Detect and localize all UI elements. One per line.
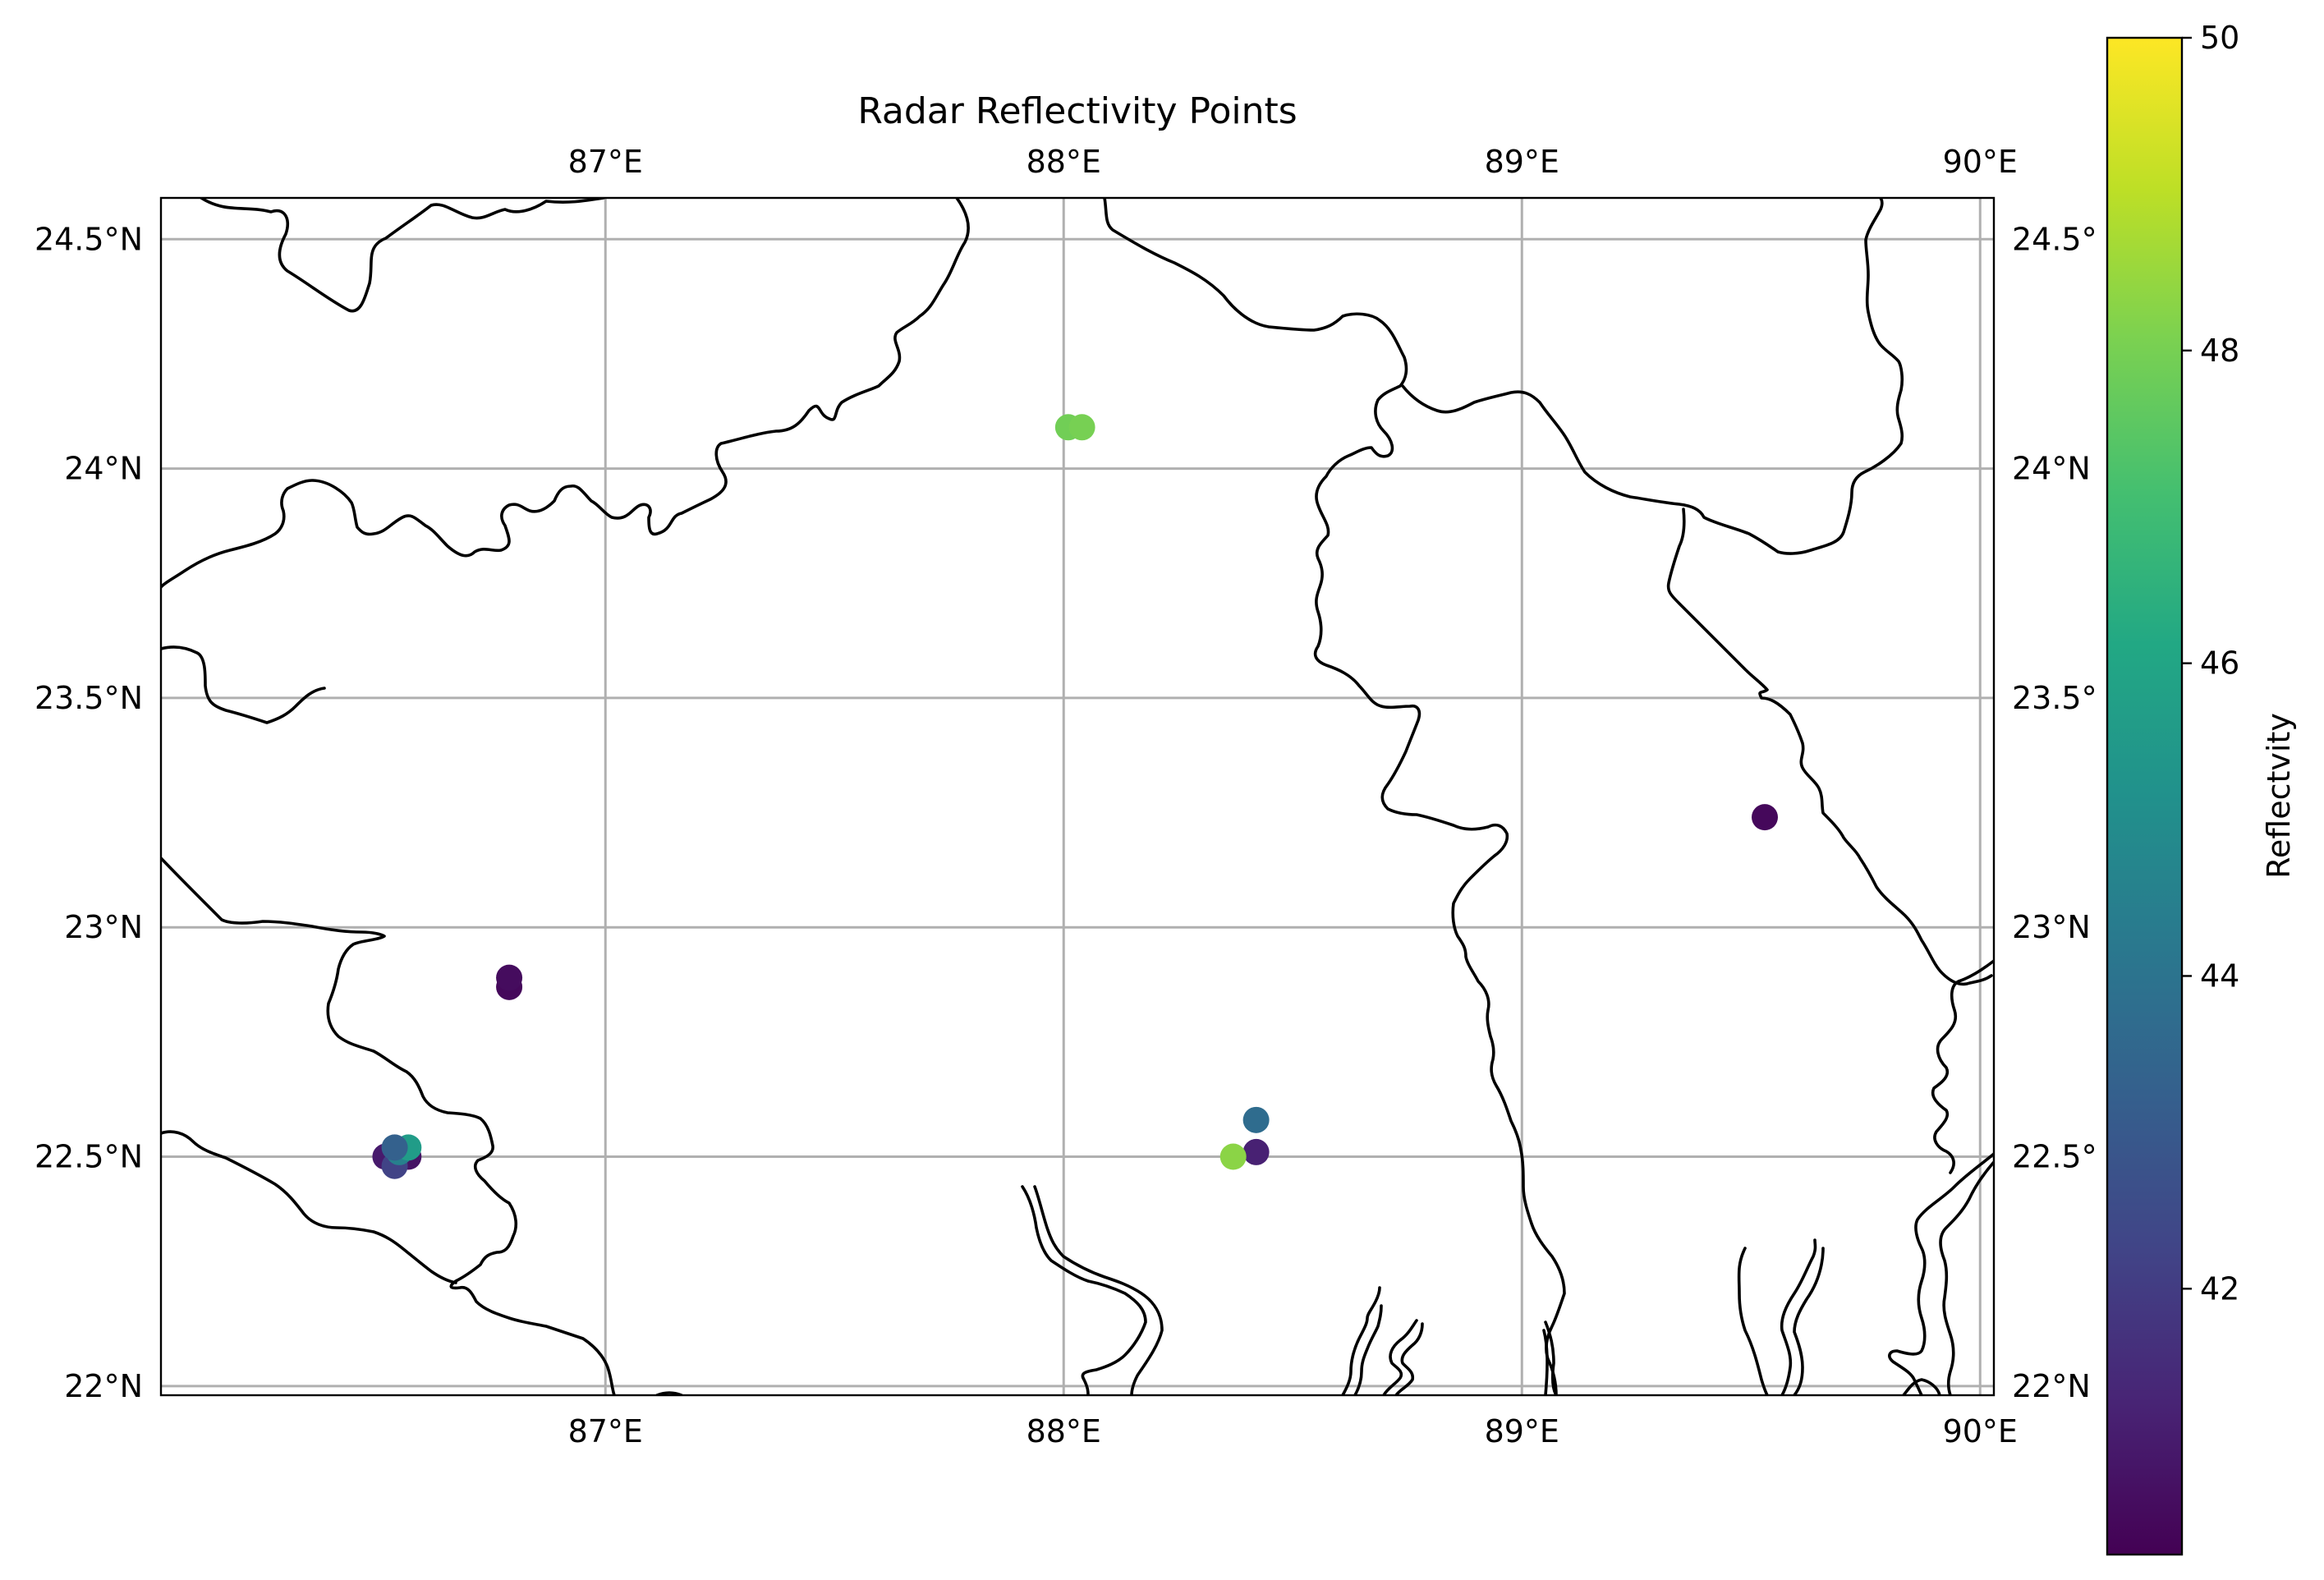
y-tick-label-left: 24.5°N: [34, 221, 143, 257]
colorbar-tick-label: 46: [2200, 645, 2239, 682]
y-tick-label-right: 22.5°: [2012, 1139, 2097, 1175]
colorbar: 42 44 46 48 50 Reflectvity: [2106, 20, 2297, 1556]
coast-east-delta-1: [1888, 1152, 1994, 1395]
coast-sundarban-2: [1780, 1238, 1817, 1395]
data-point: [1242, 1138, 1270, 1165]
coastline-borders: [161, 198, 1994, 1395]
y-tick-label-right: 23°N: [2012, 909, 2091, 945]
y-tick-label-left: 23.5°N: [34, 680, 143, 716]
data-point: [496, 964, 523, 991]
x-tick-labels-top: 87°E 88°E 89°E 90°E: [568, 144, 2018, 180]
border-east-sylhet: [1666, 508, 1993, 986]
map-frame: [159, 196, 1996, 1397]
data-point: [1068, 414, 1095, 441]
colorbar-tick-label: 44: [2200, 958, 2239, 994]
coast-meghna: [1931, 959, 1994, 1174]
y-tick-label-left: 24°N: [64, 451, 143, 487]
gridlines: [161, 198, 1994, 1395]
coast-delta-2: [1353, 1304, 1383, 1395]
map-panel: [159, 196, 1996, 1397]
x-tick-label-bottom: 89°E: [1485, 1413, 1559, 1449]
y-tick-label-left: 22°N: [64, 1368, 143, 1404]
x-tick-labels-bottom: 87°E 88°E 89°E 90°E: [568, 1413, 2018, 1449]
x-tick-label-bottom: 87°E: [568, 1413, 643, 1449]
border-east-upper: [1103, 198, 1566, 1395]
x-tick-label-top: 87°E: [568, 144, 643, 180]
y-tick-label-right: 23.5°: [2012, 680, 2097, 716]
colorbar-tick-label: 42: [2200, 1270, 2239, 1307]
coast-delta-3: [1382, 1319, 1418, 1395]
x-tick-label-top: 89°E: [1485, 144, 1559, 180]
data-point: [381, 1134, 408, 1161]
border-north-1: [200, 198, 605, 313]
data-points: [372, 414, 1778, 1179]
colorbar-frame: [2106, 36, 2184, 1556]
colorbar-label: Reflectvity: [2261, 713, 2297, 879]
coast-sundarban-1: [1737, 1247, 1769, 1395]
x-tick-label-top: 90°E: [1943, 144, 2018, 180]
y-tick-label-right: 22°N: [2012, 1368, 2091, 1404]
border-north-2: [161, 198, 970, 589]
y-tick-labels-left: 22°N 22.5°N 23°N 23.5°N 24°N 24.5°N: [34, 221, 143, 1404]
y-tick-label-left: 22.5°N: [34, 1139, 143, 1175]
x-tick-label-bottom: 88°E: [1027, 1413, 1101, 1449]
border-west-1: [161, 645, 326, 724]
chart-title: Radar Reflectivity Points: [857, 90, 1297, 132]
y-tick-label-right: 24.5°: [2012, 221, 2097, 257]
data-point: [1219, 1143, 1247, 1170]
border-northeast: [1401, 198, 1904, 555]
colorbar-gradient: [2107, 38, 2182, 1555]
coast-delta-1: [1341, 1286, 1381, 1395]
coast-east-delta-2: [1939, 1160, 1994, 1395]
colorbar-tick-label: 50: [2200, 20, 2239, 56]
coast-hooghly-2: [1033, 1185, 1164, 1395]
y-tick-label-right: 24°N: [2012, 451, 2091, 487]
border-west-2: [161, 857, 616, 1395]
border-east-lower-2: [1542, 1329, 1549, 1395]
data-point: [1242, 1106, 1270, 1133]
data-point: [1752, 804, 1778, 831]
coast-sundarban-4: [1902, 1378, 1941, 1395]
border-southwest: [161, 1130, 457, 1284]
border-east-lower-1: [1544, 1320, 1558, 1395]
x-tick-label-top: 88°E: [1027, 144, 1101, 180]
coast-hooghly-1: [1021, 1185, 1147, 1395]
coast-delta-4: [1394, 1322, 1424, 1395]
coast-sundarban-3: [1793, 1247, 1825, 1395]
colorbar-ticks: 42 44 46 48 50: [2182, 20, 2239, 1307]
x-tick-label-bottom: 90°E: [1943, 1413, 2018, 1449]
y-tick-label-left: 23°N: [64, 909, 143, 945]
colorbar-tick-label: 48: [2200, 333, 2239, 369]
y-tick-labels-right: 22°N 22.5° 23°N 23.5° 24°N 24.5°: [2012, 221, 2097, 1404]
